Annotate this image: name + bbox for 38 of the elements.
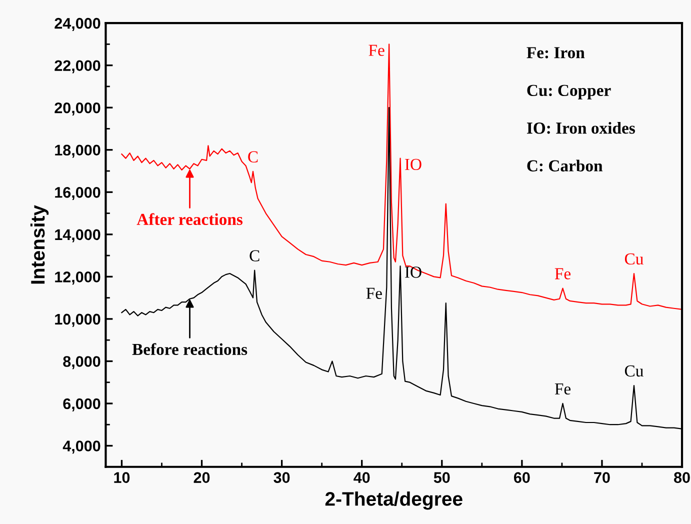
annotation: Cu: Copper bbox=[527, 84, 611, 100]
x-tick-label: 80 bbox=[674, 472, 690, 483]
annotation: IO: Iron oxides bbox=[526, 122, 635, 134]
y-axis-title: Intensity bbox=[30, 205, 49, 284]
y-tick-label: 4,000 bbox=[62, 440, 100, 454]
y-tick-label: 16,000 bbox=[55, 187, 100, 200]
x-axis-title: 2-Theta/degree bbox=[325, 492, 462, 510]
y-tick-label: 14,000 bbox=[55, 229, 100, 242]
y-tick-label: 20,000 bbox=[54, 102, 100, 116]
x-tick-label: 20 bbox=[194, 472, 210, 483]
x-tick-label: 30 bbox=[274, 472, 290, 483]
x-tick-label: 60 bbox=[514, 472, 530, 483]
annotation: Fe bbox=[554, 383, 571, 395]
y-tick-label: 18,000 bbox=[55, 144, 100, 158]
y-tick-label: 8,000 bbox=[63, 356, 100, 370]
annotation: Fe bbox=[366, 288, 382, 299]
annotation: IO bbox=[405, 266, 422, 278]
annotation: Fe bbox=[368, 44, 384, 56]
annotation: Cu bbox=[624, 253, 644, 265]
x-tick-label: 40 bbox=[354, 472, 370, 483]
annotation: Fe: Iron bbox=[526, 47, 585, 58]
annotation: Cu bbox=[624, 365, 644, 377]
annotation: Fe bbox=[554, 268, 571, 280]
annotation: After reactions bbox=[136, 213, 243, 226]
line-series bbox=[121, 44, 682, 310]
x-tick-label: 70 bbox=[594, 472, 610, 483]
y-tick-label: 12,000 bbox=[55, 272, 100, 285]
annotation: C: Carbon bbox=[527, 160, 603, 172]
y-tick-label: 6,000 bbox=[63, 398, 100, 412]
annotation: IO bbox=[405, 158, 422, 170]
y-tick-label: 10,000 bbox=[55, 314, 100, 327]
x-tick-label: 10 bbox=[114, 472, 130, 483]
annotation: Before reactions bbox=[132, 343, 248, 356]
y-tick-label: 22,000 bbox=[54, 60, 100, 74]
annotation: C bbox=[248, 151, 258, 162]
y-tick-label: 24,000 bbox=[54, 18, 100, 31]
annotation: C bbox=[250, 250, 260, 262]
x-tick-label: 50 bbox=[434, 472, 450, 483]
